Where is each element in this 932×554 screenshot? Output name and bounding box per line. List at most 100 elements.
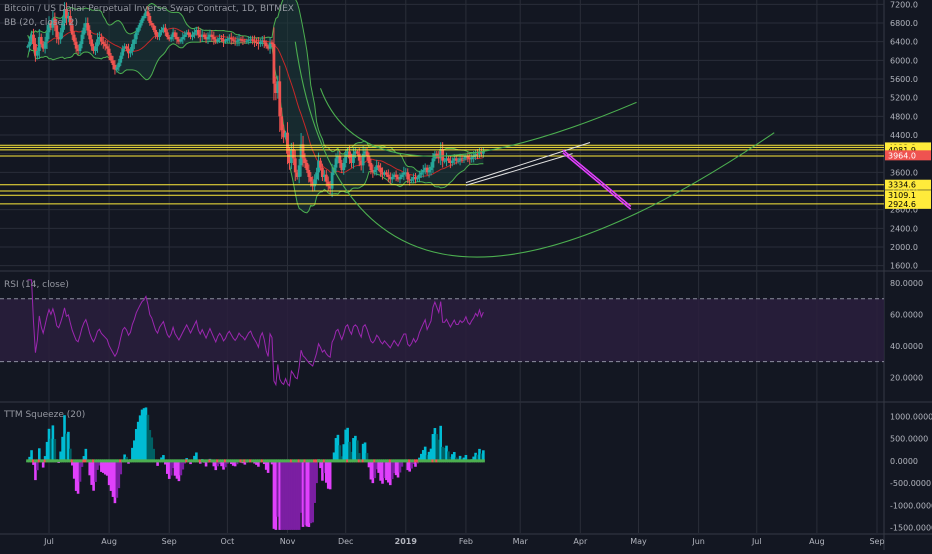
candle-body[interactable] xyxy=(142,16,146,19)
ttm-histogram-bar[interactable] xyxy=(82,456,86,461)
ttm-histogram-bar[interactable] xyxy=(214,460,218,471)
price-tag[interactable] xyxy=(885,179,931,190)
candle-body[interactable] xyxy=(458,158,462,161)
ttm-histogram-bar[interactable] xyxy=(381,460,384,484)
ttm-histogram-bar[interactable] xyxy=(115,460,119,498)
ttm-histogram-bar[interactable] xyxy=(429,448,433,461)
candle-body[interactable] xyxy=(381,172,384,175)
ttm-histogram-bar[interactable] xyxy=(321,460,324,481)
candle-body[interactable] xyxy=(171,32,175,37)
ttm-histogram-bar[interactable] xyxy=(464,454,468,461)
ttm-histogram-bar[interactable] xyxy=(195,452,198,461)
ttm-histogram-bar[interactable] xyxy=(103,460,107,475)
candle-body[interactable] xyxy=(136,27,140,33)
ttm-histogram-bar[interactable] xyxy=(78,460,82,482)
candle-body[interactable] xyxy=(373,170,377,173)
candle-body[interactable] xyxy=(311,181,315,187)
candle-body[interactable] xyxy=(132,39,136,44)
candle-body[interactable] xyxy=(478,151,481,155)
candle-body[interactable] xyxy=(134,32,138,40)
ttm-histogram-bar[interactable] xyxy=(88,460,92,476)
ttm-histogram-bar[interactable] xyxy=(164,460,167,465)
candle-body[interactable] xyxy=(301,144,305,159)
ttm-histogram-bar[interactable] xyxy=(431,434,435,461)
candle-body[interactable] xyxy=(179,39,183,42)
candle-body[interactable] xyxy=(286,132,289,154)
candle-body[interactable] xyxy=(350,158,353,163)
candle-body[interactable] xyxy=(92,46,95,51)
ttm-histogram-bar[interactable] xyxy=(328,460,332,490)
ttm-histogram-bar[interactable] xyxy=(332,452,336,461)
candle-body[interactable] xyxy=(144,11,148,16)
ttm-histogram-bar[interactable] xyxy=(284,460,287,530)
candle-body[interactable] xyxy=(346,151,350,154)
candle-body[interactable] xyxy=(284,132,287,138)
ttm-histogram-bar[interactable] xyxy=(363,442,367,461)
candle-body[interactable] xyxy=(264,42,268,47)
ttm-histogram-bar[interactable] xyxy=(478,448,481,461)
ttm-histogram-bar[interactable] xyxy=(449,456,452,461)
candle-body[interactable] xyxy=(462,158,466,160)
candle-body[interactable] xyxy=(26,46,30,48)
candle-body[interactable] xyxy=(111,60,115,65)
candle-body[interactable] xyxy=(303,158,307,163)
candle-body[interactable] xyxy=(66,16,70,19)
ttm-histogram-bar[interactable] xyxy=(311,460,315,523)
candle-body[interactable] xyxy=(94,46,97,51)
ttm-histogram-bar[interactable] xyxy=(69,448,72,461)
ttm-histogram-bar[interactable] xyxy=(222,460,225,470)
candle-body[interactable] xyxy=(363,151,367,154)
candle-body[interactable] xyxy=(78,44,82,51)
candle-body[interactable] xyxy=(419,172,423,175)
candle-body[interactable] xyxy=(65,9,68,19)
ttm-histogram-bar[interactable] xyxy=(433,428,437,461)
ttm-histogram-bar[interactable] xyxy=(94,460,97,482)
ttm-histogram-bar[interactable] xyxy=(303,460,307,525)
candle-body[interactable] xyxy=(340,163,344,170)
ttm-histogram-bar[interactable] xyxy=(276,460,280,517)
ttm-histogram-bar[interactable] xyxy=(204,460,208,467)
ttm-histogram-bar[interactable] xyxy=(165,460,169,474)
ttm-histogram-bar[interactable] xyxy=(177,460,181,482)
ttm-histogram-bar[interactable] xyxy=(255,460,258,465)
candle-body[interactable] xyxy=(474,153,478,156)
candle-body[interactable] xyxy=(146,11,150,16)
ttm-histogram-bar[interactable] xyxy=(293,460,297,530)
ttm-histogram-bar[interactable] xyxy=(80,460,84,467)
candle-body[interactable] xyxy=(37,37,41,51)
ttm-histogram-bar[interactable] xyxy=(309,460,313,524)
ttm-histogram-bar[interactable] xyxy=(43,456,47,461)
ttm-histogram-bar[interactable] xyxy=(286,460,289,530)
candle-body[interactable] xyxy=(355,151,359,154)
ttm-histogram-bar[interactable] xyxy=(423,446,427,461)
ttm-histogram-bar[interactable] xyxy=(451,454,454,461)
candle-body[interactable] xyxy=(235,40,239,42)
candle-body[interactable] xyxy=(187,32,191,35)
candle-body[interactable] xyxy=(55,25,59,37)
ttm-histogram-bar[interactable] xyxy=(243,460,247,465)
candle-body[interactable] xyxy=(191,34,194,37)
ttm-histogram-bar[interactable] xyxy=(482,450,485,461)
candle-body[interactable] xyxy=(476,153,479,155)
candle-body[interactable] xyxy=(206,37,210,40)
ttm-histogram-bar[interactable] xyxy=(229,460,233,465)
candle-body[interactable] xyxy=(84,23,88,28)
candle-body[interactable] xyxy=(107,48,111,56)
candle-body[interactable] xyxy=(82,27,86,35)
candle-body[interactable] xyxy=(456,160,460,162)
candle-body[interactable] xyxy=(280,116,284,131)
ttm-histogram-bar[interactable] xyxy=(408,460,411,472)
candle-body[interactable] xyxy=(421,170,425,173)
arc-trendline[interactable] xyxy=(294,41,775,258)
ttm-histogram-bar[interactable] xyxy=(38,448,41,461)
candle-body[interactable] xyxy=(460,158,464,160)
candle-body[interactable] xyxy=(450,160,454,163)
candle-body[interactable] xyxy=(123,46,127,49)
candle-body[interactable] xyxy=(96,39,99,47)
candle-body[interactable] xyxy=(41,44,45,49)
candle-body[interactable] xyxy=(390,177,394,180)
candle-body[interactable] xyxy=(255,41,258,43)
ttm-histogram-bar[interactable] xyxy=(49,438,53,461)
candle-body[interactable] xyxy=(445,158,448,161)
ttm-histogram-bar[interactable] xyxy=(435,434,439,461)
